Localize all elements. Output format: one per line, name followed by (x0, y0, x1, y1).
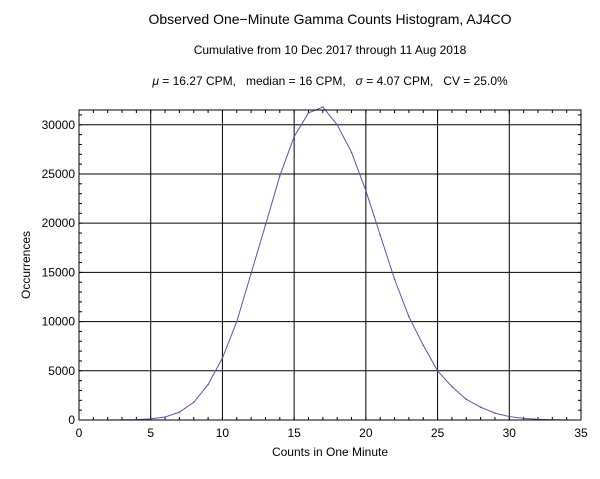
data-point (250, 272, 252, 275)
chart-title: Observed One−Minute Gamma Counts Histogr… (149, 11, 512, 27)
x-tick-label: 30 (503, 426, 517, 440)
data-point (178, 411, 181, 413)
data-points (106, 106, 568, 421)
y-tick-label: 10000 (42, 315, 76, 329)
x-tick-label: 25 (431, 426, 445, 440)
data-point (235, 320, 238, 323)
x-tick-label: 20 (359, 426, 373, 440)
y-tick-label: 5000 (48, 364, 75, 378)
data-point (293, 135, 295, 138)
data-point (494, 412, 496, 414)
mu-symbol: μ (151, 74, 159, 88)
y-tick-label: 0 (68, 413, 75, 427)
y-tick-label: 30000 (42, 118, 76, 132)
x-tick-label: 0 (76, 426, 83, 440)
sigma-cv-text: = 4.07 CPM, CV = 25.0% (363, 74, 508, 88)
chart-subtitle: Cumulative from 10 Dec 2017 through 11 A… (194, 43, 467, 57)
data-point (264, 224, 267, 226)
data-point (451, 385, 453, 388)
data-point (422, 344, 425, 347)
y-tick-label: 25000 (42, 167, 76, 181)
data-point (350, 151, 353, 154)
minor-ticks (78, 110, 582, 421)
grid (78, 110, 582, 421)
data-point (221, 357, 224, 359)
y-tick-label: 15000 (42, 265, 76, 279)
mu-median-text: = 16.27 CPM, median = 16 CPM, (159, 74, 356, 88)
data-point (465, 398, 468, 401)
y-axis-label: Occurrences (19, 231, 33, 299)
data-point (436, 369, 439, 372)
sigma-symbol: σ (356, 74, 364, 88)
y-tick-label: 20000 (42, 216, 76, 230)
x-tick-label: 35 (574, 426, 588, 440)
chart-stats: μ = 16.27 CPM, median = 16 CPM, σ = 4.07… (151, 74, 508, 88)
data-point (192, 401, 195, 404)
data-point (207, 383, 209, 386)
data-point (279, 175, 281, 177)
x-axis-label: Counts in One Minute (272, 445, 388, 459)
data-point (322, 106, 324, 108)
data-point (307, 112, 310, 114)
series-line (107, 106, 567, 421)
data-point (336, 123, 338, 126)
x-tick-label: 15 (287, 426, 301, 440)
data-point (164, 416, 166, 418)
plot-frame (78, 109, 582, 421)
data-point (379, 234, 382, 236)
y-tick-labels: 0 5000 10000 15000 20000 25000 30000 (42, 118, 76, 427)
x-tick-label: 5 (147, 426, 154, 440)
data-point (408, 315, 410, 318)
data-point (393, 278, 396, 281)
data-point (508, 415, 511, 418)
data-point (479, 406, 482, 409)
x-tick-labels: 0 5 10 15 20 25 30 35 (76, 426, 588, 440)
data-point (149, 418, 152, 420)
data-point (522, 417, 525, 420)
x-tick-label: 10 (216, 426, 230, 440)
data-point (365, 189, 367, 192)
